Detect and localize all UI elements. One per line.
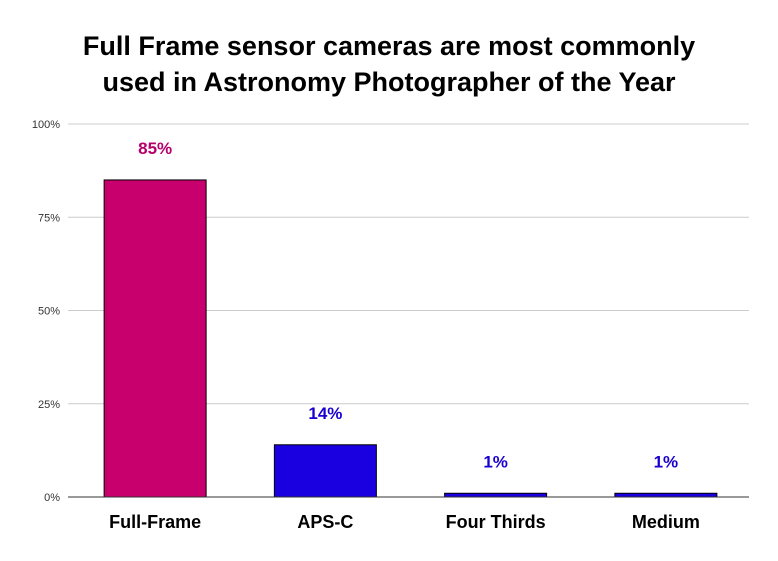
y-tick-label: 25% (38, 399, 60, 411)
bar (614, 492, 718, 498)
data-label: 14% (308, 404, 342, 423)
data-labels: 85% 14% 1% 1% (138, 139, 678, 471)
y-axis-ticks: 0% 25% 50% 75% 100% (32, 119, 60, 504)
y-tick-label: 75% (38, 212, 60, 224)
data-label: 1% (654, 452, 679, 471)
category-label: Four Thirds (446, 512, 546, 532)
bar (273, 444, 377, 498)
chart-title: Full Frame sensor cameras are most commo… (0, 28, 778, 100)
y-tick-label: 50% (38, 306, 60, 318)
category-label: Full-Frame (109, 512, 201, 532)
data-label: 85% (138, 139, 172, 158)
chart-title-line-2: used in Astronomy Photographer of the Ye… (102, 67, 676, 97)
y-tick-label: 100% (32, 119, 60, 131)
x-axis-categories: Full-Frame APS-C Four Thirds Medium (109, 512, 700, 532)
category-label: Medium (632, 512, 700, 532)
bars (103, 179, 718, 498)
category-label: APS-C (297, 512, 353, 532)
bar (103, 179, 207, 498)
chart-title-line-1: Full Frame sensor cameras are most commo… (82, 31, 696, 61)
y-tick-label: 0% (44, 492, 60, 504)
data-label: 1% (483, 452, 508, 471)
bar (444, 492, 548, 498)
